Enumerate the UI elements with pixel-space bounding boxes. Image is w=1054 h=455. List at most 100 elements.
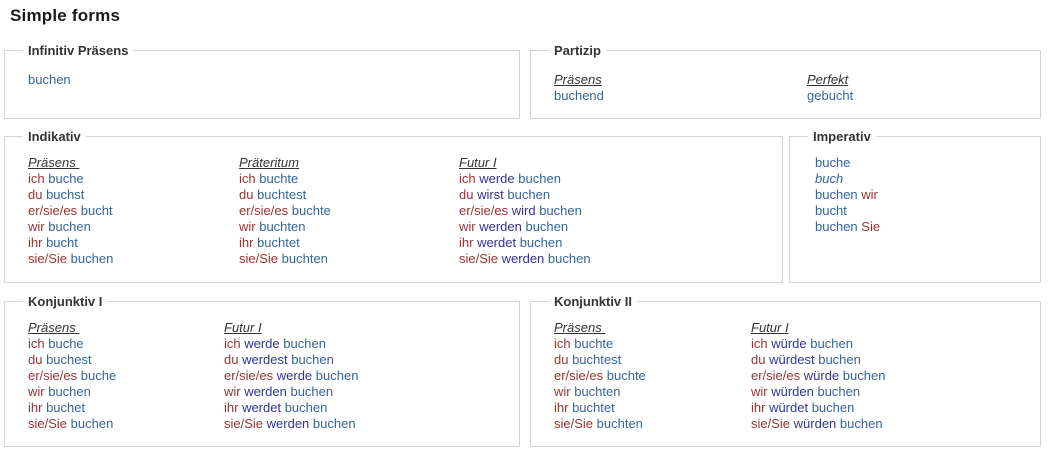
pronoun-text: sie/Sie — [554, 416, 594, 431]
conjugation-row: buchen Sie — [815, 219, 880, 235]
conjugation-column: Präsens ich buchte du buchtest er/sie/es b… — [554, 320, 751, 432]
verb-form-text: bucht — [77, 203, 113, 218]
auxiliary-verb-text: werdet — [238, 400, 282, 415]
conjugation-row: bucht — [815, 203, 880, 219]
verb-form-text: buchen — [309, 416, 356, 431]
konjunktiv-2-legend: Konjunktiv II — [549, 293, 637, 310]
conjugation-column: buche buch buchen wir bucht buchen Sie — [815, 155, 880, 235]
indikativ-legend: Indikativ — [23, 128, 86, 145]
verb-form-text: buchte — [570, 336, 614, 351]
conjugation-row: er/sie/es buche — [28, 368, 224, 384]
infinitiv-praesens-box: Infinitiv Präsens buchen — [4, 42, 520, 119]
pronoun-text: er/sie/es — [751, 368, 801, 383]
conjugation-row: du wirst buchen — [459, 187, 591, 203]
page-title: Simple forms — [10, 6, 121, 25]
conjugation-row: wir buchten — [239, 219, 459, 235]
pronoun-text: wir — [554, 384, 571, 399]
pronoun-text: ihr — [554, 400, 569, 415]
infinitiv-praesens-content: buchen — [5, 51, 519, 88]
pronoun-text: wir — [224, 384, 241, 399]
conjugation-row: wir buchten — [554, 384, 751, 400]
pronoun-text: ich — [28, 336, 45, 351]
conjugation-column: Präsens ich buche du buchst er/sie/es buch… — [28, 155, 239, 267]
auxiliary-verb-text: werde — [240, 336, 280, 351]
pronoun-text: er/sie/es — [224, 368, 274, 383]
conjugation-column: Perfekt gebucht — [807, 72, 853, 104]
auxiliary-verb-text: würdest — [765, 352, 815, 367]
pronoun-text: wir — [28, 384, 45, 399]
tense-header: Futur I — [459, 155, 497, 170]
conjugation-row: ich buche — [28, 171, 239, 187]
verb-form-text: buchen — [287, 352, 334, 367]
conjugation-row: du werdest buchen — [224, 352, 358, 368]
verb-form-text: buchen — [514, 171, 561, 186]
verb-form-text: buchen — [67, 251, 114, 266]
conjugation-row: du buchtest — [239, 187, 459, 203]
conjugation-row: gebucht — [807, 88, 853, 104]
verb-form-text: buchen — [44, 219, 91, 234]
conjugation-row: sie/Sie buchen — [28, 251, 239, 267]
auxiliary-verb-text: werden — [475, 219, 522, 234]
pronoun-text: sie/Sie — [459, 251, 499, 266]
pronoun-text: ihr — [751, 400, 766, 415]
auxiliary-verb-text: würden — [767, 384, 814, 399]
conjugation-row: er/sie/es würde buchen — [751, 368, 885, 384]
verb-form-text: buchtest — [568, 352, 622, 367]
verb-form-text: buchen — [806, 336, 853, 351]
pronoun-text: er/sie/es — [239, 203, 289, 218]
verb-form-text: buchen — [814, 352, 861, 367]
tense-header: Perfekt — [807, 72, 849, 87]
verb-form-text: buchen — [815, 187, 858, 202]
pronoun-text: du — [751, 352, 766, 367]
conjugation-row: er/sie/es wird buchen — [459, 203, 591, 219]
imperativ-legend: Imperativ — [808, 128, 876, 145]
pronoun-text: ich — [554, 336, 571, 351]
verb-form-text: buchen — [286, 384, 334, 399]
pronoun-text: ihr — [239, 235, 254, 250]
auxiliary-verb-text: würden — [790, 416, 837, 431]
konjunktiv-2-box: Konjunktiv II Präsens ich buchte du bucht… — [530, 293, 1041, 447]
pronoun-text: ich — [459, 171, 476, 186]
verb-form-text: buchtet — [568, 400, 615, 415]
verb-form-text: buchen — [813, 384, 861, 399]
partizip-box: Partizip Präsens buchend Perfekt gebucht — [530, 42, 1041, 119]
pronoun-text: ich — [224, 336, 241, 351]
pronoun-text: du — [224, 352, 239, 367]
conjugation-row: ihr werdet buchen — [224, 400, 358, 416]
conjugation-row: wir buchen — [28, 384, 224, 400]
conjugation-row: sie/Sie werden buchen — [459, 251, 591, 267]
pronoun-text: wir — [459, 219, 476, 234]
pronoun-text: ich — [751, 336, 768, 351]
auxiliary-verb-text: wirst — [473, 187, 504, 202]
conjugation-row: er/sie/es buchte — [554, 368, 751, 384]
verb-form-text: buche — [815, 155, 851, 170]
pronoun-text: sie/Sie — [28, 416, 68, 431]
pronoun-text: wir — [857, 187, 878, 202]
verb-form-text: buchen — [535, 203, 582, 218]
auxiliary-verb-text: werde — [273, 368, 313, 383]
verb-form-text: buchen — [836, 416, 883, 431]
indikativ-box: Indikativ Präsens ich buche du buchst er/s… — [4, 128, 783, 283]
conjugation-row: wir würden buchen — [751, 384, 885, 400]
verb-form-text: buche — [77, 368, 117, 383]
verb-form-text: bucht — [815, 203, 847, 218]
pronoun-text: wir — [239, 219, 256, 234]
auxiliary-verb-text: wird — [508, 203, 536, 218]
verb-form-text: buchen — [839, 368, 886, 383]
verb-form-text: buchen — [544, 251, 591, 266]
pronoun-text: sie/Sie — [239, 251, 279, 266]
conjugation-row: ich buchte — [554, 336, 751, 352]
verb-form-text: buchen — [312, 368, 359, 383]
auxiliary-verb-text: werden — [263, 416, 310, 431]
verb-form-text: buche — [44, 336, 84, 351]
pronoun-text: du — [554, 352, 569, 367]
conjugation-column: Präsens buchend — [554, 72, 807, 104]
pronoun-text: sie/Sie — [751, 416, 791, 431]
verb-form-text: buchen — [28, 72, 71, 87]
conjugation-row: sie/Sie würden buchen — [751, 416, 885, 432]
verb-form-text: buchest — [42, 352, 92, 367]
conjugation-row: ich werde buchen — [224, 336, 358, 352]
conjugation-row: ihr werdet buchen — [459, 235, 591, 251]
conjugation-row: ich buche — [28, 336, 224, 352]
